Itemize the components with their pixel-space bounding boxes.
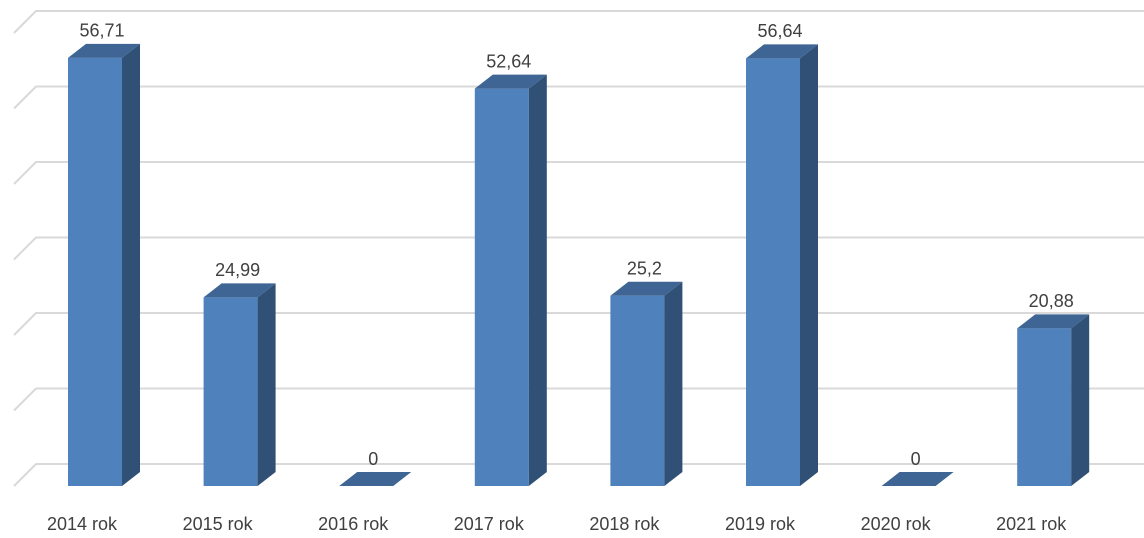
bar-top xyxy=(474,74,547,89)
bar-front xyxy=(1017,328,1072,486)
data-label: 0 xyxy=(368,449,378,469)
grid-line xyxy=(13,312,1144,336)
bar xyxy=(68,43,140,486)
data-label: 25,2 xyxy=(627,258,662,278)
x-tick-label: 2021 rok xyxy=(996,514,1067,534)
x-tick-label: 2018 rok xyxy=(589,514,660,534)
bar xyxy=(610,281,683,486)
x-tick-label: 2020 rok xyxy=(861,514,932,534)
bar-side xyxy=(122,43,140,486)
grid-line xyxy=(13,85,1144,110)
bar xyxy=(1017,314,1090,486)
x-tick-label: 2016 rok xyxy=(318,514,389,534)
grid-line xyxy=(13,387,1144,412)
bar-front xyxy=(474,88,529,487)
bar-side xyxy=(1071,314,1090,486)
bar-side xyxy=(257,283,276,486)
grid-line xyxy=(13,236,1144,261)
grid-line xyxy=(13,463,1144,487)
data-label: 24,99 xyxy=(215,260,260,280)
bar xyxy=(203,283,276,486)
data-label: 0 xyxy=(911,449,921,469)
bar xyxy=(339,472,412,486)
bar-front xyxy=(746,58,800,486)
bar-top xyxy=(1017,314,1090,329)
bar xyxy=(746,44,818,486)
grid-line xyxy=(13,161,1144,185)
bar-side xyxy=(800,44,818,486)
bar xyxy=(474,74,547,487)
bar-top xyxy=(746,44,818,59)
data-label: 56,71 xyxy=(79,21,124,41)
bar-top xyxy=(339,472,412,486)
data-label: 20,88 xyxy=(1029,291,1074,311)
bar-top xyxy=(203,283,276,298)
x-tick-label: 2019 rok xyxy=(725,514,796,534)
bar xyxy=(881,472,954,486)
grid-line xyxy=(13,10,1144,34)
bar-front xyxy=(203,297,258,486)
x-tick-label: 2017 rok xyxy=(454,514,525,534)
x-tick-label: 2015 rok xyxy=(183,514,254,534)
bar-side xyxy=(664,281,683,486)
bar-top xyxy=(610,281,683,296)
data-label: 56,64 xyxy=(757,21,802,41)
bar-front xyxy=(68,57,122,486)
bar-top xyxy=(881,472,954,486)
x-tick-label: 2014 rok xyxy=(47,514,118,534)
data-label: 52,64 xyxy=(486,51,531,71)
bar-top xyxy=(68,43,140,58)
bar-front xyxy=(610,295,665,486)
bar-side xyxy=(528,74,547,487)
